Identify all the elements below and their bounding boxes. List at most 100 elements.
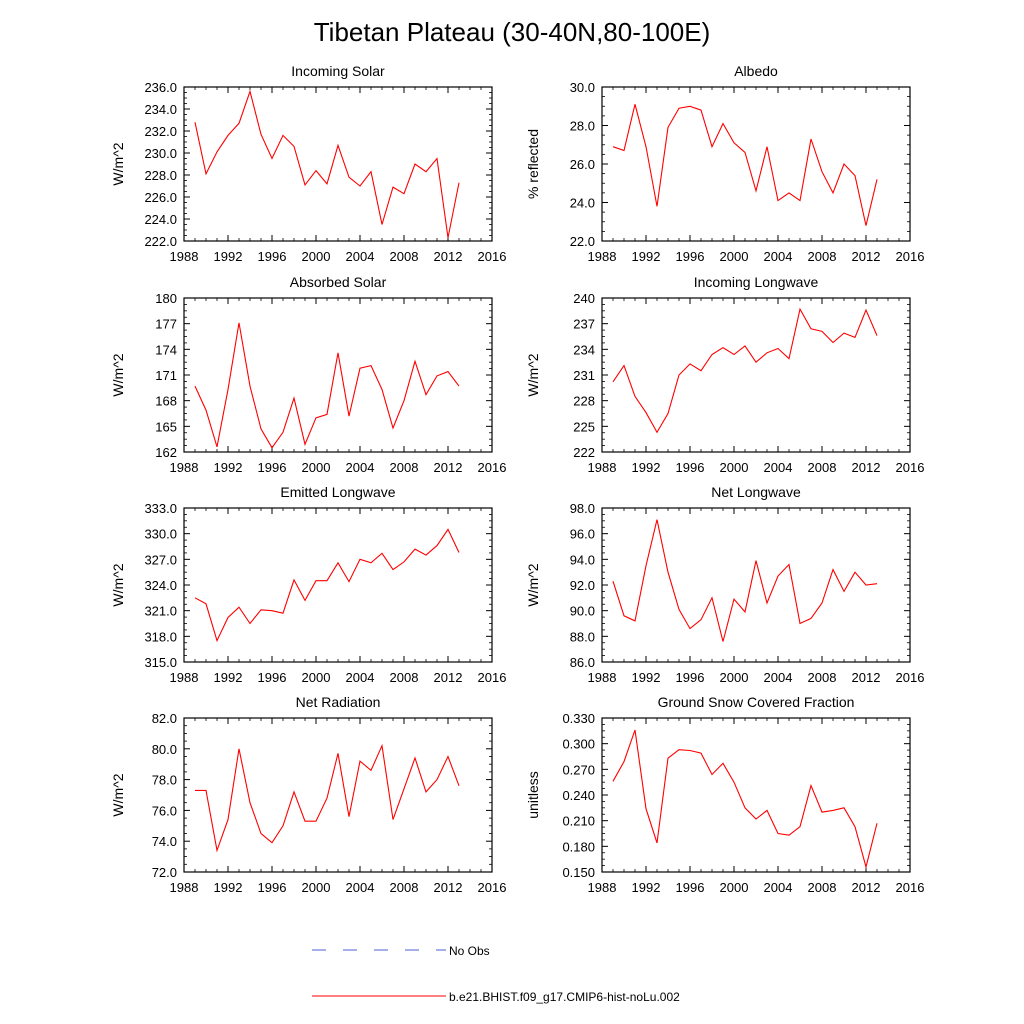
- x-tick-label: 2000: [302, 670, 331, 685]
- x-tick-label: 1992: [632, 880, 661, 895]
- y-tick-label: 0.300: [562, 737, 595, 752]
- y-axis-label: % reflected: [525, 129, 541, 199]
- x-tick-label: 2012: [852, 880, 881, 895]
- y-tick-label: 28.0: [570, 119, 595, 134]
- y-tick-label: 240: [573, 291, 595, 306]
- series-line-0: [612, 729, 878, 870]
- y-tick-label: 324.0: [144, 578, 177, 593]
- panel-title: Net Longwave: [711, 484, 801, 500]
- x-tick-label: 2004: [764, 880, 793, 895]
- panel-absorbed-solar: 1988 1992 1996 2000 2004 2008 2012 2016 162 165 16…: [110, 274, 506, 475]
- y-axis-label: unitless: [525, 771, 541, 818]
- y-tick-label: 82.0: [152, 711, 177, 726]
- panel-net-longwave: 1988 1992 1996 2000 2004 2008 2012 2016 86.0 88.0…: [525, 484, 924, 685]
- panel-title: Net Radiation: [296, 694, 381, 710]
- x-tick-label: 1988: [588, 670, 617, 685]
- x-tick-label: 1992: [214, 880, 243, 895]
- panel-title: Absorbed Solar: [290, 274, 387, 290]
- y-tick-label: 333.0: [144, 501, 177, 516]
- y-tick-label: 171: [155, 368, 177, 383]
- x-tick-label: 2008: [808, 249, 837, 264]
- x-tick-label: 2016: [478, 249, 507, 264]
- x-tick-label: 1996: [258, 460, 287, 475]
- y-axis-label: W/m^2: [525, 563, 541, 606]
- series-line-0: [195, 743, 460, 853]
- y-tick-label: 315.0: [144, 655, 177, 670]
- panel-title: Ground Snow Covered Fraction: [658, 694, 855, 710]
- y-tick-label: 177: [155, 317, 177, 332]
- x-tick-label: 1992: [214, 670, 243, 685]
- y-tick-label: 232.0: [144, 124, 177, 139]
- y-tick-label: 330.0: [144, 527, 177, 542]
- y-tick-label: 162: [155, 445, 177, 460]
- x-tick-label: 1988: [170, 880, 199, 895]
- y-tick-label: 165: [155, 419, 177, 434]
- series-line-0: [612, 307, 878, 434]
- y-tick-label: 72.0: [152, 865, 177, 880]
- x-tick-label: 2000: [720, 670, 749, 685]
- y-tick-label: 0.210: [562, 814, 595, 829]
- panel-emitted-longwave: 1988 1992 1996 2000 2004 2008 2012 2016 315.0 318…: [110, 484, 506, 685]
- y-tick-label: 327.0: [144, 552, 177, 567]
- x-tick-label: 1988: [170, 460, 199, 475]
- y-axis-label: W/m^2: [110, 142, 126, 185]
- x-tick-label: 2012: [434, 670, 463, 685]
- y-tick-label: 78.0: [152, 773, 177, 788]
- y-tick-label: 26.0: [570, 157, 595, 172]
- x-tick-label: 1988: [588, 880, 617, 895]
- y-tick-label: 222.0: [144, 234, 177, 249]
- x-tick-label: 2000: [720, 880, 749, 895]
- x-tick-label: 2016: [896, 880, 925, 895]
- x-tick-label: 1992: [214, 460, 243, 475]
- y-tick-label: 231: [573, 368, 595, 383]
- y-tick-label: 222: [573, 445, 595, 460]
- y-tick-label: 0.330: [562, 711, 595, 726]
- series-line-0: [612, 104, 878, 226]
- y-tick-label: 0.240: [562, 788, 595, 803]
- y-tick-label: 76.0: [152, 803, 177, 818]
- panel-title: Albedo: [734, 63, 778, 79]
- plot-frame: [601, 717, 911, 873]
- x-tick-label: 2016: [896, 249, 925, 264]
- y-tick-label: 234: [573, 342, 595, 357]
- x-tick-label: 1996: [676, 249, 705, 264]
- y-tick-label: 24.0: [570, 196, 595, 211]
- legend: No Obs b.e21.BHIST.f09_g17.CMIP6-hist-no…: [312, 944, 680, 1004]
- x-tick-label: 1996: [258, 670, 287, 685]
- x-tick-label: 2012: [434, 249, 463, 264]
- x-tick-label: 2004: [346, 880, 375, 895]
- x-tick-label: 2016: [478, 880, 507, 895]
- y-tick-label: 92.0: [570, 578, 595, 593]
- y-axis-label: W/m^2: [525, 353, 541, 396]
- y-tick-label: 0.270: [562, 762, 595, 777]
- x-tick-label: 2016: [478, 670, 507, 685]
- x-tick-label: 2008: [390, 880, 419, 895]
- x-tick-label: 2004: [346, 460, 375, 475]
- x-tick-label: 1992: [214, 249, 243, 264]
- x-tick-label: 2008: [390, 249, 419, 264]
- x-tick-label: 2000: [302, 460, 331, 475]
- x-tick-label: 2004: [764, 249, 793, 264]
- y-tick-label: 94.0: [570, 552, 595, 567]
- series-line-0: [194, 89, 460, 238]
- x-tick-label: 1992: [632, 460, 661, 475]
- x-tick-label: 2012: [434, 460, 463, 475]
- y-axis-label: W/m^2: [110, 353, 126, 396]
- y-tick-label: 88.0: [570, 629, 595, 644]
- x-tick-label: 2008: [808, 460, 837, 475]
- chart-panels: 1988 1992 1996 2000 2004 2008 2012 2016 222.0 224…: [110, 63, 924, 895]
- y-tick-label: 225: [573, 419, 595, 434]
- x-tick-label: 1996: [258, 880, 287, 895]
- y-tick-label: 30.0: [570, 80, 595, 95]
- series-line-0: [194, 528, 460, 643]
- legend-label-model-run: b.e21.BHIST.f09_g17.CMIP6-hist-noLu.002: [449, 990, 680, 1004]
- y-tick-label: 168: [155, 394, 177, 409]
- y-tick-label: 237: [573, 317, 595, 332]
- x-tick-label: 2004: [764, 670, 793, 685]
- y-tick-label: 236.0: [144, 80, 177, 95]
- x-tick-label: 1988: [170, 249, 199, 264]
- figure-title: Tibetan Plateau (30-40N,80-100E): [314, 17, 711, 47]
- plot-frame: [183, 717, 493, 873]
- x-tick-label: 2000: [720, 460, 749, 475]
- plot-frame: [601, 507, 911, 663]
